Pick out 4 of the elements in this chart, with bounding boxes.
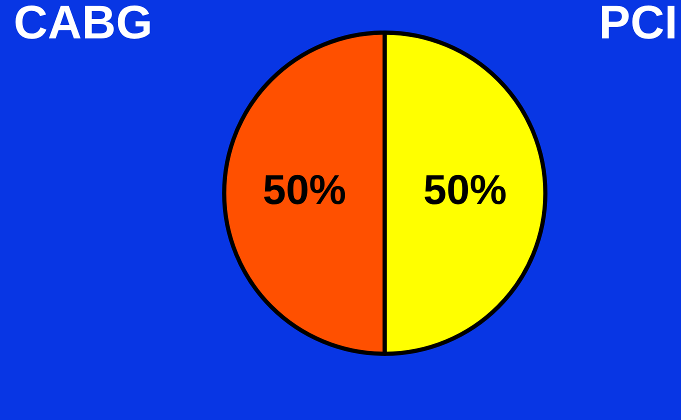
slice-label: CABG: [16, 5, 150, 39]
data-label: 50%: [424, 174, 506, 204]
slice-label: PCI: [602, 5, 674, 39]
data-label: 50%: [264, 174, 346, 204]
